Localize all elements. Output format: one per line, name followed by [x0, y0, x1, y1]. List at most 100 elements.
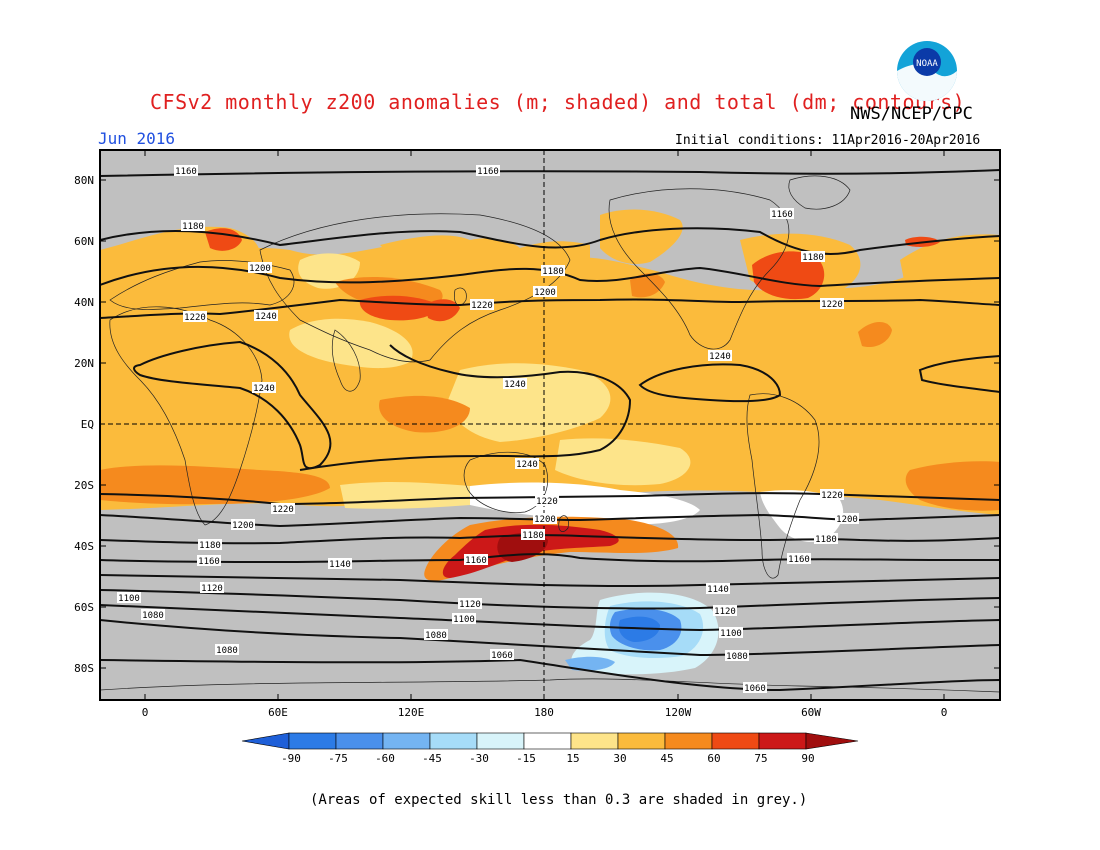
- contour-1240-east: [918, 354, 1000, 394]
- colorbar-swatch: [664, 732, 713, 750]
- colorbar-label: -75: [328, 752, 348, 765]
- contour-1200-south: [100, 513, 1000, 528]
- contour-1160-north: [100, 169, 1000, 177]
- contour-label: 1180: [542, 267, 564, 277]
- height-contours: [100, 169, 1000, 692]
- contour-label: 1140: [707, 585, 729, 595]
- outline-north-america: [608, 188, 790, 350]
- lon-label: 180: [534, 706, 554, 719]
- contour-label: 1240: [504, 380, 526, 390]
- forecast-period: Jun 2016: [98, 129, 176, 148]
- contour-label: 1220: [471, 301, 493, 311]
- contour-labels: 1160 1160 1180 1160 1200 1180 1180 1200 …: [117, 165, 859, 694]
- colorbar-label: 75: [754, 752, 767, 765]
- colorbar-swatch: [476, 732, 525, 750]
- initial-conditions-label: Initial conditions: 11Apr2016-20Apr2016: [675, 133, 981, 148]
- contour-label: 1080: [726, 652, 748, 662]
- colorbar-swatch: [758, 732, 807, 750]
- colorbar-label: -60: [375, 752, 395, 765]
- contour-label: 1080: [425, 631, 447, 641]
- contour-label: 1220: [821, 300, 843, 310]
- outline-new-zealand: [558, 515, 569, 532]
- lon-label: 0: [941, 706, 948, 719]
- neg-core-anomaly: [618, 616, 660, 642]
- contour-1240-africa: [133, 340, 332, 470]
- lat-label: 20N: [74, 357, 94, 370]
- outline-australia: [463, 451, 548, 513]
- contour-label: 1240: [516, 460, 538, 470]
- outline-south-america: [746, 393, 820, 579]
- contour-1200-north: [100, 265, 1000, 288]
- contour-label: 1140: [329, 560, 351, 570]
- contour-1180-south: [100, 534, 1000, 545]
- contour-label: 1240: [253, 384, 275, 394]
- outline-india: [331, 329, 361, 392]
- contour-label: 1160: [771, 210, 793, 220]
- contour-label: 1120: [201, 584, 223, 594]
- contour-1080-south: [100, 619, 1000, 657]
- red-anomaly-north-america: [752, 251, 825, 300]
- contour-label: 1160: [175, 167, 197, 177]
- contour-label: 1160: [465, 556, 487, 566]
- colorbar-swatch: [429, 732, 478, 750]
- colorbar-label: -15: [516, 752, 536, 765]
- contour-label: 1180: [199, 541, 221, 551]
- contour-1240-asia-pacific: [299, 344, 632, 471]
- contour-label: 1080: [142, 611, 164, 621]
- neutral-patch-south-america: [760, 490, 844, 542]
- contour-label: 1200: [232, 521, 254, 531]
- colorbar-swatch: [617, 732, 666, 750]
- colorbar-swatch: [523, 732, 572, 750]
- contour-label: 1060: [491, 651, 513, 661]
- colorbar-label: 60: [707, 752, 720, 765]
- contour-label: 1120: [714, 607, 736, 617]
- lat-label: 60N: [74, 235, 94, 248]
- colorbar-label: -90: [281, 752, 301, 765]
- contour-label: 1200: [249, 264, 271, 274]
- contour-label: 1200: [534, 515, 556, 525]
- outline-africa: [109, 306, 263, 526]
- map-frame: [99, 149, 1001, 701]
- outline-greenland: [788, 175, 851, 210]
- latitude-axis: 80N 60N 40N 20N EQ 20S 40S 60S 80S: [74, 174, 1000, 675]
- colorbar-label: 45: [660, 752, 673, 765]
- contour-label: 1160: [198, 557, 220, 567]
- neutral-band-south: [470, 482, 700, 525]
- contour-1180-north: [100, 227, 1000, 255]
- contour-label: 1180: [522, 531, 544, 541]
- contour-label: 1200: [836, 515, 858, 525]
- colorbar-swatch: [288, 732, 337, 750]
- lat-label: 80N: [74, 174, 94, 187]
- colorbar-label: -45: [422, 752, 442, 765]
- colorbar-swatch: [711, 732, 760, 750]
- lon-label: 0: [142, 706, 149, 719]
- contour-label: 1180: [182, 222, 204, 232]
- outline-asia: [259, 213, 571, 363]
- lat-label: 60S: [74, 601, 94, 614]
- lat-label: EQ: [81, 418, 94, 431]
- contour-label: 1220: [821, 491, 843, 501]
- contour-1060-south: [100, 658, 1000, 692]
- contour-1220-north: [100, 298, 1000, 319]
- continent-outlines: [100, 175, 1000, 693]
- contour-1100-south: [100, 604, 1000, 632]
- orange-patch-tropics: [379, 395, 470, 433]
- lat-label: 80S: [74, 662, 94, 675]
- longitude-axis: 0 60E 120E 180 120W 60W 0: [142, 150, 948, 719]
- anomaly-shading: [100, 150, 1000, 700]
- contour-label: 1100: [453, 615, 475, 625]
- colorbar: [241, 732, 859, 750]
- outline-antarctica: [100, 678, 1000, 693]
- colorbar-label: 15: [566, 752, 579, 765]
- light-warm-patch-2: [448, 363, 611, 442]
- lon-label: 60W: [801, 706, 821, 719]
- contour-label: 1180: [815, 535, 837, 545]
- noaa-logo: NOAA: [897, 41, 957, 101]
- light-warm-patch-1: [289, 318, 413, 369]
- colorbar-label: -30: [469, 752, 489, 765]
- colorbar-arrow-right: [805, 732, 859, 750]
- neg-fringe-anomaly: [565, 656, 615, 671]
- lon-label: 120E: [398, 706, 425, 719]
- colorbar-swatch: [570, 732, 619, 750]
- lon-label: 120W: [665, 706, 692, 719]
